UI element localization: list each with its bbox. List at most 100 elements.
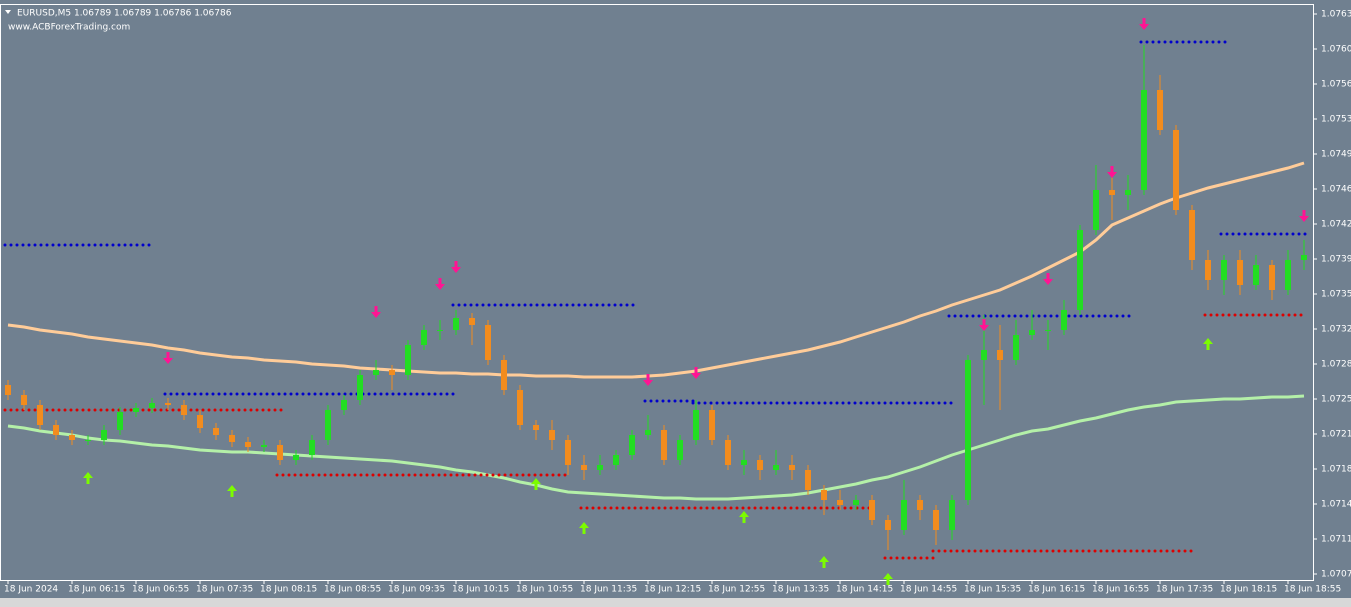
buy-arrow: [739, 511, 749, 523]
candle-body: [101, 430, 107, 440]
x-tick-label: 18 Jun 07:35: [196, 585, 253, 595]
x-tick-label: 18 Jun 10:15: [452, 585, 509, 595]
candle-body: [1221, 260, 1227, 280]
sell-arrow: [1043, 273, 1053, 285]
candle-body: [1285, 260, 1291, 290]
x-tick-label: 18 Jun 18:55: [1284, 585, 1341, 595]
candle-body: [837, 500, 843, 505]
candle-body: [485, 325, 491, 360]
y-tick-label: 1.0711: [1321, 535, 1351, 545]
candle-body: [725, 440, 731, 465]
x-tick-label: 18 Jun 16:15: [1028, 585, 1085, 595]
candle-body: [1237, 260, 1243, 285]
x-tick-label: 18 Jun 10:55: [516, 585, 573, 595]
candle-body: [21, 395, 27, 405]
x-tick-label: 18 Jun 11:35: [580, 585, 637, 595]
y-tick-label: 1.0728: [1321, 360, 1351, 370]
x-tick-label: 18 Jun 14:15: [836, 585, 893, 595]
candle-body: [709, 410, 715, 440]
candle-body: [869, 500, 875, 520]
candle-body: [565, 440, 571, 465]
candle-body: [1269, 265, 1275, 290]
candle-body: [277, 445, 283, 460]
buy-arrow: [83, 472, 93, 484]
y-tick-label: 1.0760: [1321, 45, 1351, 55]
x-tick-label: 18 Jun 06:15: [68, 585, 125, 595]
candle-body: [1013, 335, 1019, 360]
buy-arrow: [531, 478, 541, 490]
sell-arrow: [979, 319, 989, 331]
moving-average: [7, 394, 1305, 501]
chart-subtitle: www.ACBForexTrading.com: [8, 23, 130, 33]
candle-body: [1061, 310, 1067, 330]
candle-body: [389, 370, 395, 375]
y-tick-label: 1.0753: [1321, 115, 1351, 125]
x-tick-label: 18 Jun 06:55: [132, 585, 189, 595]
candle-body: [933, 510, 939, 530]
sell-arrow: [371, 306, 381, 318]
candle-body: [533, 425, 539, 430]
x-tick-label: 18 Jun 2024: [4, 585, 58, 595]
candle-body: [613, 455, 619, 465]
candle-body: [885, 520, 891, 530]
candle-body: [405, 345, 411, 375]
candle-body: [245, 442, 251, 447]
menu-triangle: [5, 10, 11, 14]
x-tick-label: 18 Jun 14:55: [900, 585, 957, 595]
candle-body: [677, 440, 683, 460]
candle-body: [133, 408, 139, 412]
candle-body: [1029, 330, 1035, 335]
candle-body: [501, 360, 507, 390]
x-tick-label: 18 Jun 18:15: [1220, 585, 1277, 595]
y-tick-label: 1.0707: [1321, 570, 1351, 580]
y-tick-label: 1.0742: [1321, 220, 1351, 230]
candle-body: [85, 440, 91, 441]
candle-body: [1189, 210, 1195, 260]
candle-body: [981, 350, 987, 360]
candle-body: [117, 412, 123, 430]
moving-average: [7, 161, 1305, 379]
candle-body: [453, 318, 459, 330]
candle-body: [965, 360, 971, 500]
candle-body: [341, 400, 347, 410]
candle-body: [773, 465, 779, 470]
candle-body: [645, 430, 651, 435]
buy-arrow: [883, 573, 893, 585]
candle-body: [517, 390, 523, 425]
buy-arrow: [579, 522, 589, 534]
candle-body: [789, 465, 795, 470]
candle-body: [661, 430, 667, 460]
candle-body: [437, 330, 443, 331]
candle-body: [421, 330, 427, 345]
y-tick-label: 1.0749: [1321, 150, 1351, 160]
sell-arrow: [1299, 210, 1309, 222]
x-tick-label: 18 Jun 13:35: [772, 585, 829, 595]
candle-body: [469, 318, 475, 325]
candle-body: [853, 500, 859, 505]
candle-body: [1093, 190, 1099, 230]
candle-body: [581, 465, 587, 470]
x-tick-label: 18 Jun 17:35: [1156, 585, 1213, 595]
y-tick-label: 1.0763: [1321, 10, 1351, 20]
candle-body: [309, 440, 315, 455]
candle-body: [1109, 190, 1115, 195]
candle-body: [805, 470, 811, 490]
candle-body: [1077, 230, 1083, 310]
candle-body: [1045, 330, 1051, 331]
buy-arrow: [1203, 338, 1213, 350]
chart-title: EURUSD,M5 1.06789 1.06789 1.06786 1.0678…: [17, 9, 232, 19]
buy-arrow: [227, 485, 237, 497]
candle-body: [325, 410, 331, 440]
candle-body: [213, 428, 219, 435]
y-tick-label: 1.0721: [1321, 430, 1351, 440]
y-tick-label: 1.0746: [1321, 185, 1351, 195]
y-tick-label: 1.0718: [1321, 465, 1351, 475]
y-tick-label: 1.0732: [1321, 325, 1351, 335]
y-tick-label: 1.0739: [1321, 255, 1351, 265]
candle-body: [149, 403, 155, 408]
sell-arrow: [163, 352, 173, 364]
y-tick-label: 1.0756: [1321, 80, 1351, 90]
candle-body: [1157, 90, 1163, 130]
